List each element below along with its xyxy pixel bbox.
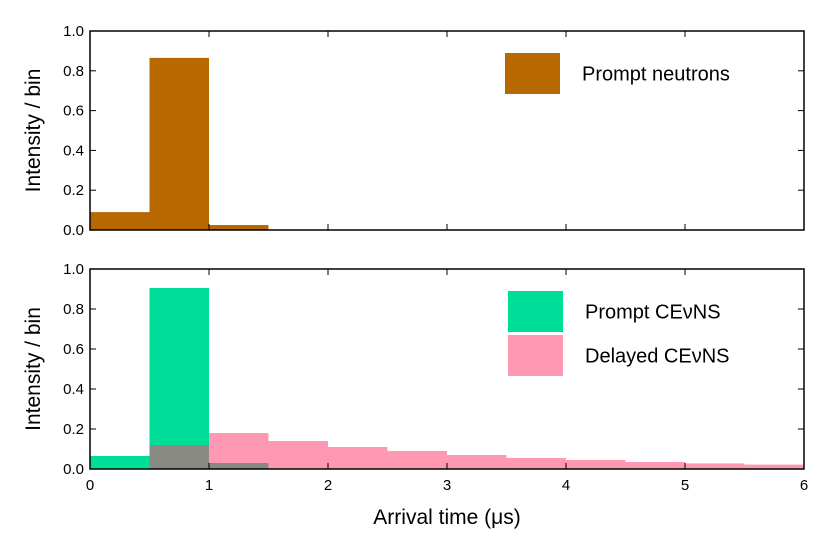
- bottom-panel-bars: [90, 288, 804, 469]
- bottom-panel-y-axis-label: Intensity / bin: [22, 307, 45, 431]
- bottom-panel-y-tick-label-4: 0.8: [63, 301, 84, 318]
- bottom-panel-bar-prompt-ce-ns-0: [90, 456, 150, 469]
- bottom-panel-bar-delayed-ce-ns-7: [506, 458, 566, 469]
- bottom-panel-legend: Prompt CEνNS Delayed CEνNS: [508, 291, 730, 376]
- bottom-panel-bar-delayed-ce-ns-10: [685, 463, 745, 469]
- top-panel-legend: Prompt neutrons: [505, 53, 730, 94]
- top-panel-ticks: 0.0 0.2 0.4 0.6 0.8 1.0: [63, 23, 805, 239]
- top-panel-legend-swatch-0: [505, 53, 560, 94]
- bottom-panel-x-tick-label-5: 5: [681, 477, 689, 494]
- bottom-panel-ticks: 0.0 0.2 0.4 0.6 0.8 1.0 0 1 2 3 4 5 6: [63, 261, 808, 494]
- bottom-panel: 0.0 0.2 0.4 0.6 0.8 1.0 0 1 2 3 4 5 6 Intensity / bi…: [22, 261, 808, 529]
- bottom-panel-y-tick-label-5: 1.0: [63, 261, 84, 278]
- top-panel-y-axis-label: Intensity / bin: [22, 69, 45, 193]
- bottom-panel-bar-delayed-ce-ns-11: [744, 464, 804, 469]
- bottom-panel-y-tick-label-2: 0.4: [63, 381, 84, 398]
- bottom-panel-legend-label-1: Delayed CEνNS: [585, 346, 730, 368]
- bottom-panel-y-tick-label-3: 0.6: [63, 341, 84, 358]
- bottom-panel-x-axis-label: Arrival time (μs): [373, 506, 520, 529]
- top-panel-bars: [90, 57, 269, 230]
- top-panel-bar-prompt-neutrons-0: [90, 212, 150, 230]
- top-panel-y-tick-label-0: 0.0: [63, 222, 84, 239]
- bottom-panel-y-tick-label-0: 0.0: [63, 461, 84, 478]
- bottom-panel-bar-delayed-ce-ns-3: [268, 441, 328, 469]
- top-panel-y-tick-label-4: 0.8: [63, 63, 84, 80]
- top-panel-bar-prompt-neutrons-2: [209, 225, 269, 230]
- bottom-panel-bar-delayed-ce-ns-6: [447, 455, 507, 469]
- bottom-panel-bar-prompt-ce-ns-1: [149, 288, 209, 469]
- bottom-panel-x-tick-label-3: 3: [443, 477, 451, 494]
- bottom-panel-bar-delayed-ce-ns-8: [566, 460, 626, 469]
- top-panel-bar-prompt-neutrons-1: [149, 57, 209, 230]
- top-panel-y-tick-label-5: 1.0: [63, 23, 84, 40]
- bottom-panel-y-tick-label-1: 0.2: [63, 421, 84, 438]
- bottom-panel-legend-swatch-0: [508, 291, 563, 332]
- top-panel: 0.0 0.2 0.4 0.6 0.8 1.0 Intensity / bin Promp…: [22, 23, 805, 239]
- top-panel-legend-label-0: Prompt neutrons: [582, 64, 730, 86]
- bottom-panel-bar-delayed-ce-ns-5: [387, 451, 447, 469]
- bottom-panel-legend-label-0: Prompt CEνNS: [585, 302, 721, 324]
- bottom-panel-bar-delayed-ce-ns-9: [625, 462, 685, 469]
- bottom-panel-legend-swatch-1: [508, 335, 563, 376]
- bottom-panel-bar-delayed-ce-ns-4: [328, 447, 388, 469]
- bottom-panel-x-tick-label-1: 1: [205, 477, 213, 494]
- bottom-panel-bar-overlap-1: [149, 445, 209, 469]
- top-panel-y-tick-label-1: 0.2: [63, 182, 84, 199]
- bottom-panel-x-tick-label-4: 4: [562, 477, 570, 494]
- bottom-panel-x-tick-label-0: 0: [86, 477, 94, 494]
- bottom-panel-x-tick-label-6: 6: [800, 477, 808, 494]
- top-panel-y-tick-label-2: 0.4: [63, 142, 84, 159]
- bottom-panel-bar-overlap-2: [209, 463, 269, 469]
- top-panel-y-tick-label-3: 0.6: [63, 103, 84, 120]
- bottom-panel-x-tick-label-2: 2: [324, 477, 332, 494]
